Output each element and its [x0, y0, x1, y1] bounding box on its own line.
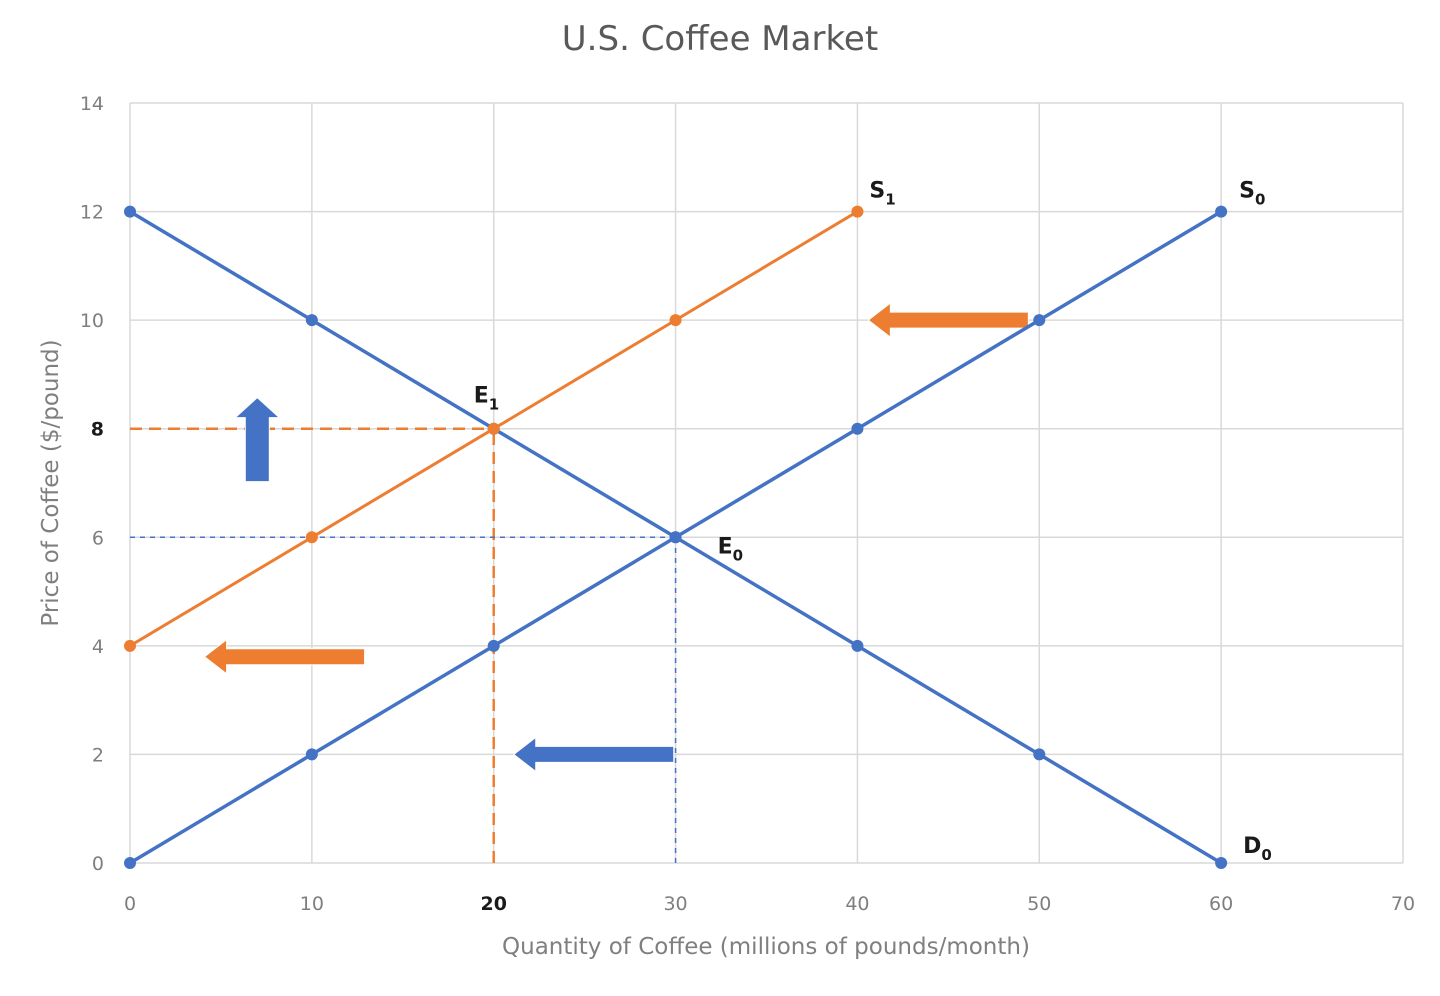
series-lines	[124, 205, 1228, 869]
x-axis-label: Quantity of Coffee (millions of pounds/m…	[502, 934, 1030, 960]
y-axis-label: Price of Coffee ($/pound)	[38, 339, 64, 626]
x-tick-label: 20	[480, 893, 506, 915]
annotation-s0: S0	[1239, 179, 1265, 209]
data-point	[1033, 748, 1046, 761]
y-tick-label: 10	[80, 310, 104, 332]
data-point	[1215, 205, 1228, 218]
x-tick-label: 10	[300, 893, 324, 915]
y-tick-label: 2	[92, 744, 104, 766]
data-point	[669, 531, 682, 544]
data-point	[1033, 314, 1046, 327]
annotation-d0: D0	[1243, 834, 1272, 864]
arrow-left-icon	[512, 736, 675, 773]
annotation-s1: S1	[869, 179, 895, 209]
chart-title: U.S. Coffee Market	[562, 19, 878, 59]
arrow-up-icon	[234, 396, 281, 483]
x-tick-label: 0	[124, 893, 136, 915]
data-point	[851, 205, 864, 218]
data-point	[851, 422, 864, 435]
shift-arrows	[203, 302, 1029, 773]
y-tick-label: 4	[92, 636, 104, 658]
x-tick-label: 60	[1209, 893, 1233, 915]
data-point	[1215, 857, 1228, 869]
data-point	[487, 639, 500, 652]
data-point	[487, 422, 500, 435]
y-tick-label: 8	[91, 419, 104, 441]
y-tick-label: 0	[92, 853, 104, 875]
data-point	[305, 748, 318, 761]
y-tick-label: 14	[80, 93, 104, 115]
annotation-e1: E1	[474, 384, 499, 414]
grid-lines	[129, 102, 1404, 864]
data-point	[305, 531, 318, 544]
data-point	[124, 639, 136, 652]
axis-ticks: 0 10 20 30 40 50 60 70 0 2 4 6 8 10 12 14	[80, 93, 1415, 915]
data-point	[305, 314, 318, 327]
y-tick-label: 12	[80, 202, 104, 224]
data-point	[669, 314, 682, 327]
data-point	[851, 639, 864, 652]
y-tick-label: 6	[92, 527, 104, 549]
x-tick-label: 30	[663, 893, 687, 915]
data-point	[124, 857, 136, 869]
data-point	[124, 205, 136, 218]
arrow-left-icon	[867, 302, 1029, 339]
x-tick-label: 40	[845, 893, 869, 915]
arrow-left-icon	[203, 638, 366, 675]
x-tick-label: 50	[1027, 893, 1051, 915]
annotation-e0: E0	[718, 534, 743, 564]
x-tick-label: 70	[1391, 893, 1415, 915]
